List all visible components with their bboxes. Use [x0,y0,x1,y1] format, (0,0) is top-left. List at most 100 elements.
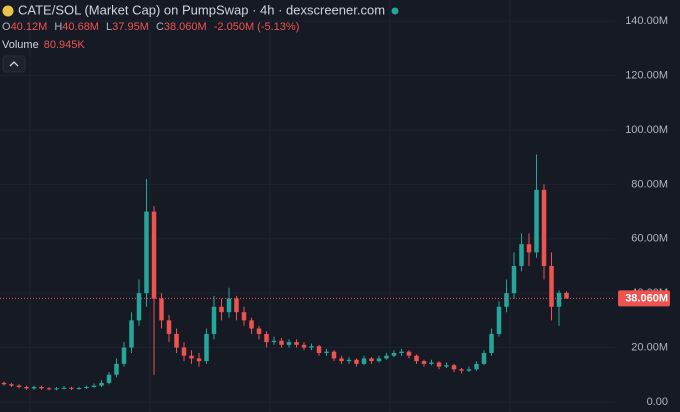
candle-body [549,265,554,307]
candle-body [489,333,494,353]
candle-body [61,387,67,389]
y-tick-label: 80.00M [631,178,668,190]
candle-body [481,352,487,364]
candle-body [474,363,479,370]
candle-body [331,351,337,359]
candle-body [76,388,82,390]
candle-body [46,388,52,390]
candle-body [121,347,127,364]
y-tick-label: 0.00 [647,396,668,408]
candle-body [241,312,247,321]
candle-body [144,211,149,294]
candle-body [316,346,322,353]
status-dot [391,7,399,15]
candle-body [166,320,172,334]
candle-body [264,333,269,343]
candle-body [534,189,539,253]
open-value: 40.12M [11,21,48,33]
candle-body [189,355,194,359]
candle-body [391,352,397,356]
candle-body [151,211,157,299]
volume-legend: Volume 80.945K [2,39,85,51]
candle-body [504,293,509,307]
candle-body [16,385,22,387]
candle-body [459,369,464,371]
collapse-button[interactable] [2,55,26,73]
candle-body [541,189,547,266]
candle-body [346,359,352,362]
candle-body [556,292,562,307]
chart-title: CATE/SOL (Market Cap) on PumpSwap · 4h ·… [18,2,385,17]
y-tick-label: 140.00M [625,15,668,27]
candle-body [54,388,59,390]
candle-body [376,358,382,362]
candle-body [39,386,44,389]
candle-body [31,386,37,389]
candle-body [324,351,329,353]
candle-body [339,358,344,362]
token-icon [2,5,14,17]
candle-body [526,244,532,253]
candle-body [286,342,292,345]
candle-body [451,365,457,370]
open-label: O [2,21,11,33]
candle-body [414,355,419,362]
candles [1,154,569,391]
candle-body [106,374,112,383]
volume-label: Volume [2,39,39,51]
candle-body [226,298,232,313]
candle-body [466,369,472,371]
y-tick-label: 60.00M [631,233,668,245]
candle-body [256,328,262,334]
y-tick-label: 100.00M [625,124,668,136]
candle-body [519,244,524,266]
candle-body [159,298,164,321]
candle-body [369,358,374,362]
candle-body [211,306,217,334]
candle-body [444,365,449,367]
candle-body [1,382,7,385]
candle-body [69,387,74,389]
close-value: 38.060M [164,21,207,33]
candle-body [129,320,134,348]
candle-body [406,351,412,356]
candle-body [91,385,97,387]
candle-body [511,265,517,294]
candle-body [219,306,224,313]
candle-body [399,351,404,353]
ohlc-legend: O40.12M H40.68M L37.95M C38.060M -2.050M… [2,21,299,33]
y-tick-label: 20.00M [631,341,668,353]
candle-body [174,333,179,348]
low-value: 37.95M [112,21,149,33]
candle-body [181,347,187,356]
y-tick-label: 120.00M [625,70,668,82]
candle-body [301,344,307,348]
overlay: CATE/SOL (Market Cap) on PumpSwap · 4h ·… [0,2,670,307]
candle-body [234,298,239,313]
candle-body [429,362,434,364]
candle-body [9,384,14,386]
candle-body [99,382,104,386]
candle-body [384,355,389,359]
candle-body [114,363,119,375]
chevron-icon [9,61,19,67]
candle-body [84,386,89,389]
close-label: C [156,21,164,33]
candle-body [196,358,202,362]
candle-body [271,340,277,343]
candle-body [294,342,299,345]
current-price-tag [618,290,670,307]
candle-body [24,386,29,389]
candle-body [496,306,502,334]
candle-body [361,358,367,364]
candle-body [354,359,359,364]
candle-body [309,346,314,348]
candle-body [436,362,442,367]
candle-body [249,320,254,329]
change-value: -2.050M (-5.13%) [214,21,300,33]
low-label: L [106,21,112,33]
volume-value: 80.945K [44,39,86,51]
current-price-label: 38.060M [625,292,668,304]
